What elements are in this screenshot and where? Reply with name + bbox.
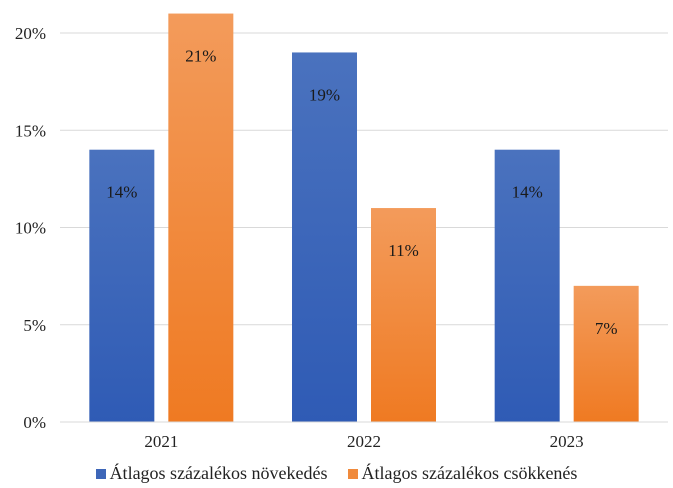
y-tick-label-20: 20%	[15, 24, 46, 43]
legend-label-series-2: Átlagos százalékos csökkenés	[361, 463, 578, 483]
bar-2022-series-2	[371, 208, 436, 422]
legend-swatch-series-2	[347, 468, 358, 479]
x-tick-label-2023: 2023	[550, 432, 584, 451]
bar-2023-series-1	[494, 149, 560, 422]
data-label-2023-series-2: 7%	[595, 319, 618, 338]
bar-2022-series-1	[292, 52, 357, 422]
x-tick-label-2022: 2022	[347, 432, 381, 451]
bar-2021-series-1	[89, 149, 155, 422]
bars	[89, 13, 639, 423]
data-label-2022-series-2: 11%	[388, 241, 419, 260]
y-tick-label-0: 0%	[23, 413, 46, 432]
bar-2021-series-2	[168, 13, 234, 423]
y-tick-label-10: 10%	[15, 219, 46, 238]
y-tick-label-5: 5%	[23, 316, 46, 335]
data-label-2021-series-1: 14%	[106, 183, 137, 202]
x-tick-label-2021: 2021	[144, 432, 178, 451]
data-label-2021-series-2: 21%	[185, 47, 216, 66]
data-label-2022-series-1: 19%	[309, 85, 340, 104]
legend-swatch-series-1	[95, 468, 106, 479]
legend: Átlagos százalékos növekedés Átlagos szá…	[0, 463, 673, 484]
data-labels: 14% 21% 19% 11% 14% 7%	[106, 47, 617, 338]
y-tick-label-15: 15%	[15, 121, 46, 140]
legend-item-series-1: Átlagos százalékos növekedés	[95, 463, 328, 484]
bar-2023-series-2	[573, 285, 639, 422]
legend-label-series-1: Átlagos százalékos növekedés	[109, 463, 328, 483]
axes: 0% 5% 10% 15% 20% 2021 2022 2023	[15, 24, 668, 451]
legend-item-series-2: Átlagos százalékos csökkenés	[347, 463, 578, 484]
gridlines	[60, 32, 668, 326]
chart-canvas: 14% 21% 19% 11% 14% 7% 0% 5% 10% 15% 20% 2021 2022 2…	[15, 13, 668, 451]
data-label-2023-series-1: 14%	[512, 183, 543, 202]
